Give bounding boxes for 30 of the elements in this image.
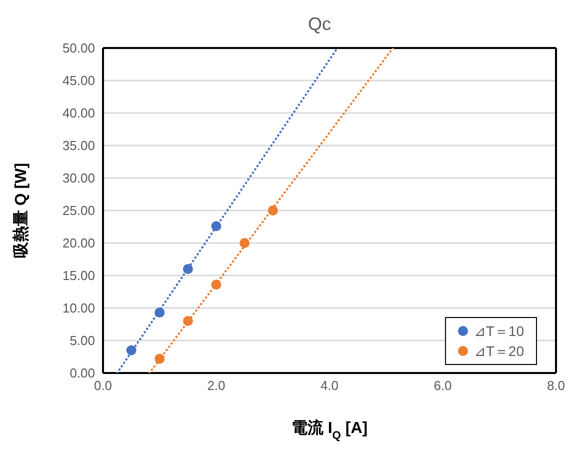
point xyxy=(182,264,193,274)
y-tick-label: 35.00 xyxy=(62,138,95,154)
y-tick-label: 50.00 xyxy=(62,40,95,56)
y-tick-label: 15.00 xyxy=(62,268,95,284)
point xyxy=(211,280,222,290)
legend-label: ⊿T＝10 xyxy=(474,322,524,341)
x-tick-label: 2.0 xyxy=(207,378,226,394)
point xyxy=(154,308,165,318)
y-tick-label: 25.00 xyxy=(62,203,95,218)
y-axis-title: 吸熱量 Q [W] xyxy=(12,162,30,258)
y-tick-label: 20.00 xyxy=(62,236,95,251)
point xyxy=(182,316,193,326)
point xyxy=(126,345,136,356)
chart-title: Qc xyxy=(308,14,332,34)
y-tick-label: 0.00 xyxy=(70,366,95,381)
y-tick-label: 30.00 xyxy=(62,170,95,186)
point xyxy=(240,238,250,248)
point xyxy=(268,206,278,216)
legend-label: ⊿T＝20 xyxy=(474,342,524,361)
x-axis-title: 電流 I$_{Q}$ [A] xyxy=(291,418,368,442)
x-tick-label: 0.0 xyxy=(94,378,112,394)
y-tick-label: 40.00 xyxy=(62,106,95,121)
y-tick-label: 45.00 xyxy=(62,73,95,88)
point xyxy=(154,354,165,364)
x-tick-label: 4.0 xyxy=(320,378,339,394)
y-tick-label: 5.00 xyxy=(70,333,95,348)
x-tick-label: 8.0 xyxy=(546,378,566,394)
y-tick-label: 10.00 xyxy=(62,300,95,316)
point xyxy=(211,221,222,232)
x-tick-label: 6.0 xyxy=(434,378,452,394)
